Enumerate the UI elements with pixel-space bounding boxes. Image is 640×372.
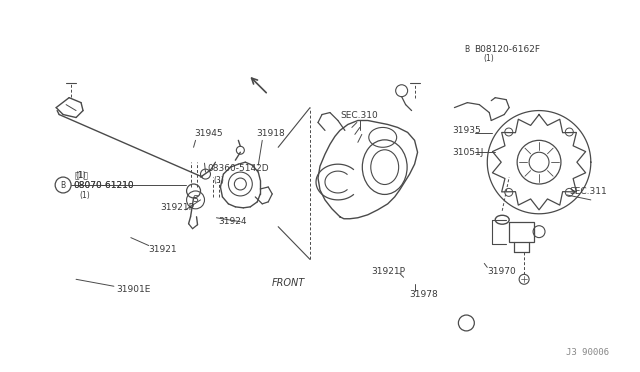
Text: 31051J: 31051J [452,148,484,157]
Text: 31921P: 31921P [161,203,195,212]
Text: 31918: 31918 [256,129,285,138]
Text: (1): (1) [75,171,86,180]
Text: (3): (3) [214,176,225,185]
Text: 31901E: 31901E [116,285,150,294]
Text: 31921: 31921 [148,245,177,254]
Text: B: B [61,180,66,189]
Text: J3 90006: J3 90006 [566,348,609,357]
Text: 08070-61210: 08070-61210 [73,180,134,189]
Text: 08070-61210: 08070-61210 [73,180,134,189]
Text: 31935: 31935 [452,126,481,135]
Text: 31970: 31970 [487,267,516,276]
Text: B: B [464,45,469,54]
Text: (1): (1) [483,54,494,64]
Text: SEC.311: SEC.311 [569,187,607,196]
Text: 31921P: 31921P [372,267,406,276]
Text: SEC.310: SEC.310 [340,111,378,120]
Text: 31924: 31924 [218,217,247,226]
Text: B08120-6162F: B08120-6162F [474,45,540,54]
Text: (1): (1) [79,192,90,201]
Text: 31978: 31978 [410,290,438,299]
Text: 08360-5142D: 08360-5142D [207,164,269,173]
Text: S: S [193,195,198,204]
Text: 31945: 31945 [195,129,223,138]
Text: FRONT: FRONT [272,278,305,288]
Text: 、1、: 、1、 [75,171,89,180]
